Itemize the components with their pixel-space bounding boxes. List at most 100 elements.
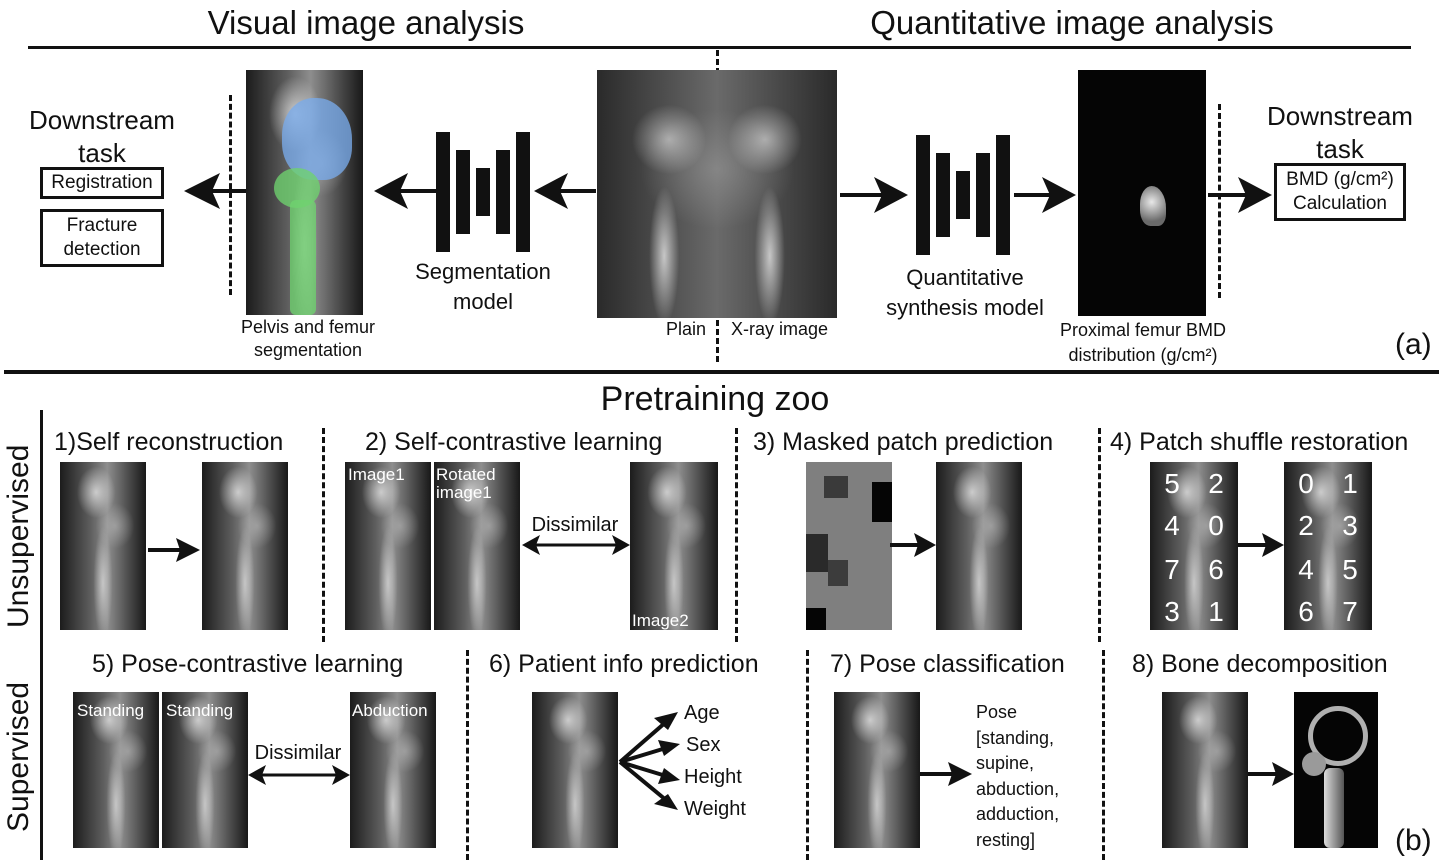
pose-adduction: adduction, [976, 804, 1060, 824]
divider-7-8 [1102, 650, 1105, 860]
standing-label-2: Standing [166, 701, 234, 720]
task-3-title: 3) Masked patch prediction [753, 428, 1054, 456]
arrow-to-quant-model [840, 177, 908, 213]
task5-dissimilar-label: Dissimilar [254, 742, 342, 764]
quant-model-label: Quantitative synthesis model [886, 265, 1044, 320]
bmd-calculation-box: BMD (g/cm²) Calculation [1274, 163, 1406, 221]
info-sex: Sex [686, 734, 721, 756]
plain-label: Plain [666, 319, 707, 339]
shuffled-patch-1: 2 [1208, 468, 1224, 499]
task4-restored-image: 0 1 2 3 4 5 6 7 [1284, 462, 1372, 630]
task-6-title: 6) Patient info prediction [489, 650, 759, 678]
registration-box: Registration [40, 167, 164, 199]
ordered-patch-2: 2 [1298, 510, 1314, 541]
output-arrow-right [1208, 177, 1272, 213]
pose-resting: resting] [976, 829, 1036, 850]
pose-heading: Pose [976, 702, 1018, 722]
shuffled-patch-3: 0 [1208, 510, 1224, 541]
shuffled-patch-0: 5 [1164, 468, 1180, 499]
arrow-from-xray-left [534, 173, 596, 209]
decomposed-femur-shaft [1324, 768, 1344, 848]
task6-input-image [532, 692, 618, 848]
unsupervised-label: Unsupervised [2, 444, 35, 628]
ordered-patch-6: 6 [1298, 596, 1314, 627]
task5-standing-image-1: Standing [73, 692, 159, 848]
arrow-to-segmentation [374, 173, 440, 209]
divider-6-7 [806, 650, 809, 860]
divider-3-4 [1098, 428, 1101, 642]
task8-arrow [1248, 762, 1294, 786]
shuffled-patch-6: 3 [1164, 596, 1180, 627]
plain-xray-image [597, 70, 837, 318]
quantitative-network-icon [916, 135, 1012, 255]
info-weight: Weight [684, 798, 746, 820]
segmentation-model-label: Segmentation model [415, 259, 551, 314]
fracture-detection-box: Fracture detection [40, 209, 164, 267]
ordered-patch-7: 7 [1342, 596, 1358, 627]
right-dashed-marker [1218, 104, 1221, 298]
pretraining-zoo-title: Pretraining zoo [600, 380, 830, 418]
task-8-title: 8) Bone decomposition [1132, 650, 1388, 678]
task8-bone-image [1294, 692, 1378, 848]
task2-image1: Image1 [345, 462, 431, 630]
image2-label: Image2 [632, 611, 689, 630]
task-7-title: 7) Pose classification [830, 650, 1065, 678]
downstream-task-right: Downstream task [1267, 101, 1413, 164]
task2-rotated-image: Rotated image1 [434, 462, 520, 630]
task6-fan-arrows [618, 712, 680, 810]
xray-image-label: X-ray image [731, 319, 829, 339]
ordered-patch-3: 3 [1342, 510, 1358, 541]
shuffled-patch-4: 7 [1164, 554, 1180, 585]
task2-dissimilar-label: Dissimilar [531, 514, 619, 536]
ordered-patch-1: 1 [1342, 468, 1358, 499]
arrow-to-femur [1014, 177, 1076, 213]
segmentation-network-icon [436, 132, 532, 252]
task-1-title: 1)Self reconstruction [54, 428, 284, 456]
image1-label: Image1 [348, 465, 405, 484]
femur-bmd-image [1078, 70, 1206, 316]
info-height: Height [684, 766, 742, 788]
task1-output-image [202, 462, 288, 630]
divider-5-6 [466, 650, 469, 860]
pose-class-list: Pose [standing, supine, abduction, adduc… [976, 700, 1059, 853]
task7-input-image [834, 692, 920, 848]
pose-abduction: abduction, [976, 778, 1060, 799]
decomposed-pelvis [1308, 706, 1368, 766]
segmentation-image [246, 70, 363, 315]
pelvis-overlay [282, 98, 352, 180]
task5-standing-image-2: Standing [162, 692, 248, 848]
shuffled-patch-2: 4 [1164, 510, 1180, 541]
standing-label-1: Standing [77, 701, 145, 720]
task2-double-arrow [522, 535, 630, 555]
task-2-title: 2) Self-contrastive learning [365, 428, 663, 456]
pose-standing: [standing, [976, 727, 1055, 748]
task7-arrow [920, 762, 972, 786]
supervised-label: Supervised [2, 681, 35, 832]
femur-bmd-shape [1140, 186, 1166, 226]
task2-image2: Image2 [630, 462, 718, 630]
task8-input-image [1162, 692, 1248, 848]
panel-a-tag: (a) [1395, 328, 1432, 361]
task3-masked-image [806, 462, 892, 630]
task4-arrow [1238, 533, 1284, 557]
task3-arrow [890, 533, 936, 557]
ordered-patch-4: 4 [1298, 554, 1314, 585]
shuffled-patch-5: 6 [1208, 554, 1224, 585]
rotated-image1-label: Rotated image1 [436, 465, 496, 502]
divider-1-2 [322, 428, 325, 642]
info-age: Age [684, 702, 720, 724]
segmentation-label: Pelvis and femur segmentation [240, 317, 376, 361]
femur-shaft-overlay [290, 200, 316, 315]
quantitative-analysis-title: Quantitative image analysis [870, 4, 1274, 41]
task-4-title: 4) Patch shuffle restoration [1110, 428, 1409, 456]
task5-double-arrow [248, 765, 350, 785]
left-vertical-rule [40, 410, 43, 860]
visual-analysis-title: Visual image analysis [207, 4, 525, 41]
task5-abduction-image: Abduction [350, 692, 436, 848]
task1-input-image [60, 462, 146, 630]
divider-2-3 [735, 428, 738, 642]
task1-arrow [148, 538, 200, 562]
downstream-task-left: Downstream task [29, 105, 175, 168]
femur-bmd-label: Proximal femur BMD distribution (g/cm²) [1059, 320, 1227, 366]
task3-output-image [936, 462, 1022, 630]
